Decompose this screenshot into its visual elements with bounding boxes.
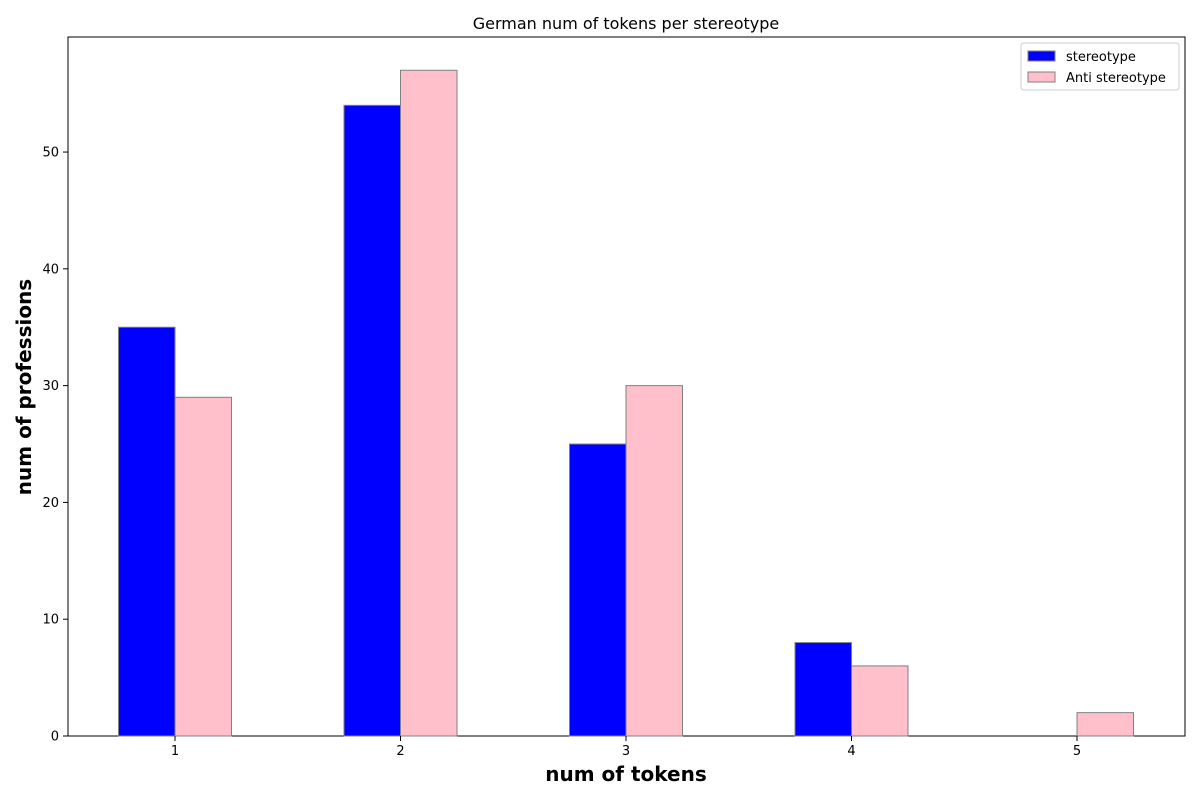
- legend-swatch: [1027, 71, 1056, 83]
- x-tick-label: 4: [847, 744, 855, 759]
- x-tick-label: 2: [396, 744, 404, 759]
- y-axis-label: num of professions: [12, 279, 36, 495]
- bar-anti-stereotype-2: [400, 69, 458, 737]
- x-axis-label: num of tokens: [545, 762, 706, 786]
- y-tick-label: 50: [42, 146, 59, 161]
- y-tick-label: 0: [51, 730, 59, 745]
- bar-anti-stereotype-1: [174, 396, 232, 737]
- y-tick-label: 30: [42, 379, 59, 394]
- y-tick-label: 20: [42, 496, 59, 511]
- y-tick-label: 10: [42, 613, 59, 628]
- legend-swatch: [1027, 50, 1056, 62]
- x-axis: 1 2 3 4 5: [171, 736, 1081, 759]
- chart-title: German num of tokens per stereotype: [473, 14, 780, 33]
- bars-group: [118, 69, 1134, 737]
- bar-anti-stereotype-4: [851, 665, 909, 737]
- bar-anti-stereotype-5: [1076, 712, 1134, 737]
- legend-label: stereotype: [1066, 50, 1136, 65]
- bar-stereotype-3: [569, 443, 627, 737]
- bar-stereotype-4: [794, 642, 852, 737]
- x-tick-label: 5: [1073, 744, 1081, 759]
- x-tick-label: 1: [171, 744, 179, 759]
- bar-anti-stereotype-3: [625, 385, 683, 737]
- y-axis: 0 10 20 30 40 50: [42, 146, 68, 745]
- legend-label: Anti stereotype: [1066, 71, 1166, 86]
- bar-stereotype-2: [343, 104, 401, 737]
- y-tick-label: 40: [42, 262, 59, 277]
- x-tick-label: 3: [622, 744, 630, 759]
- legend: stereotype Anti stereotype: [1020, 42, 1180, 91]
- bar-stereotype-1: [118, 326, 176, 737]
- legend-box: [1020, 42, 1180, 91]
